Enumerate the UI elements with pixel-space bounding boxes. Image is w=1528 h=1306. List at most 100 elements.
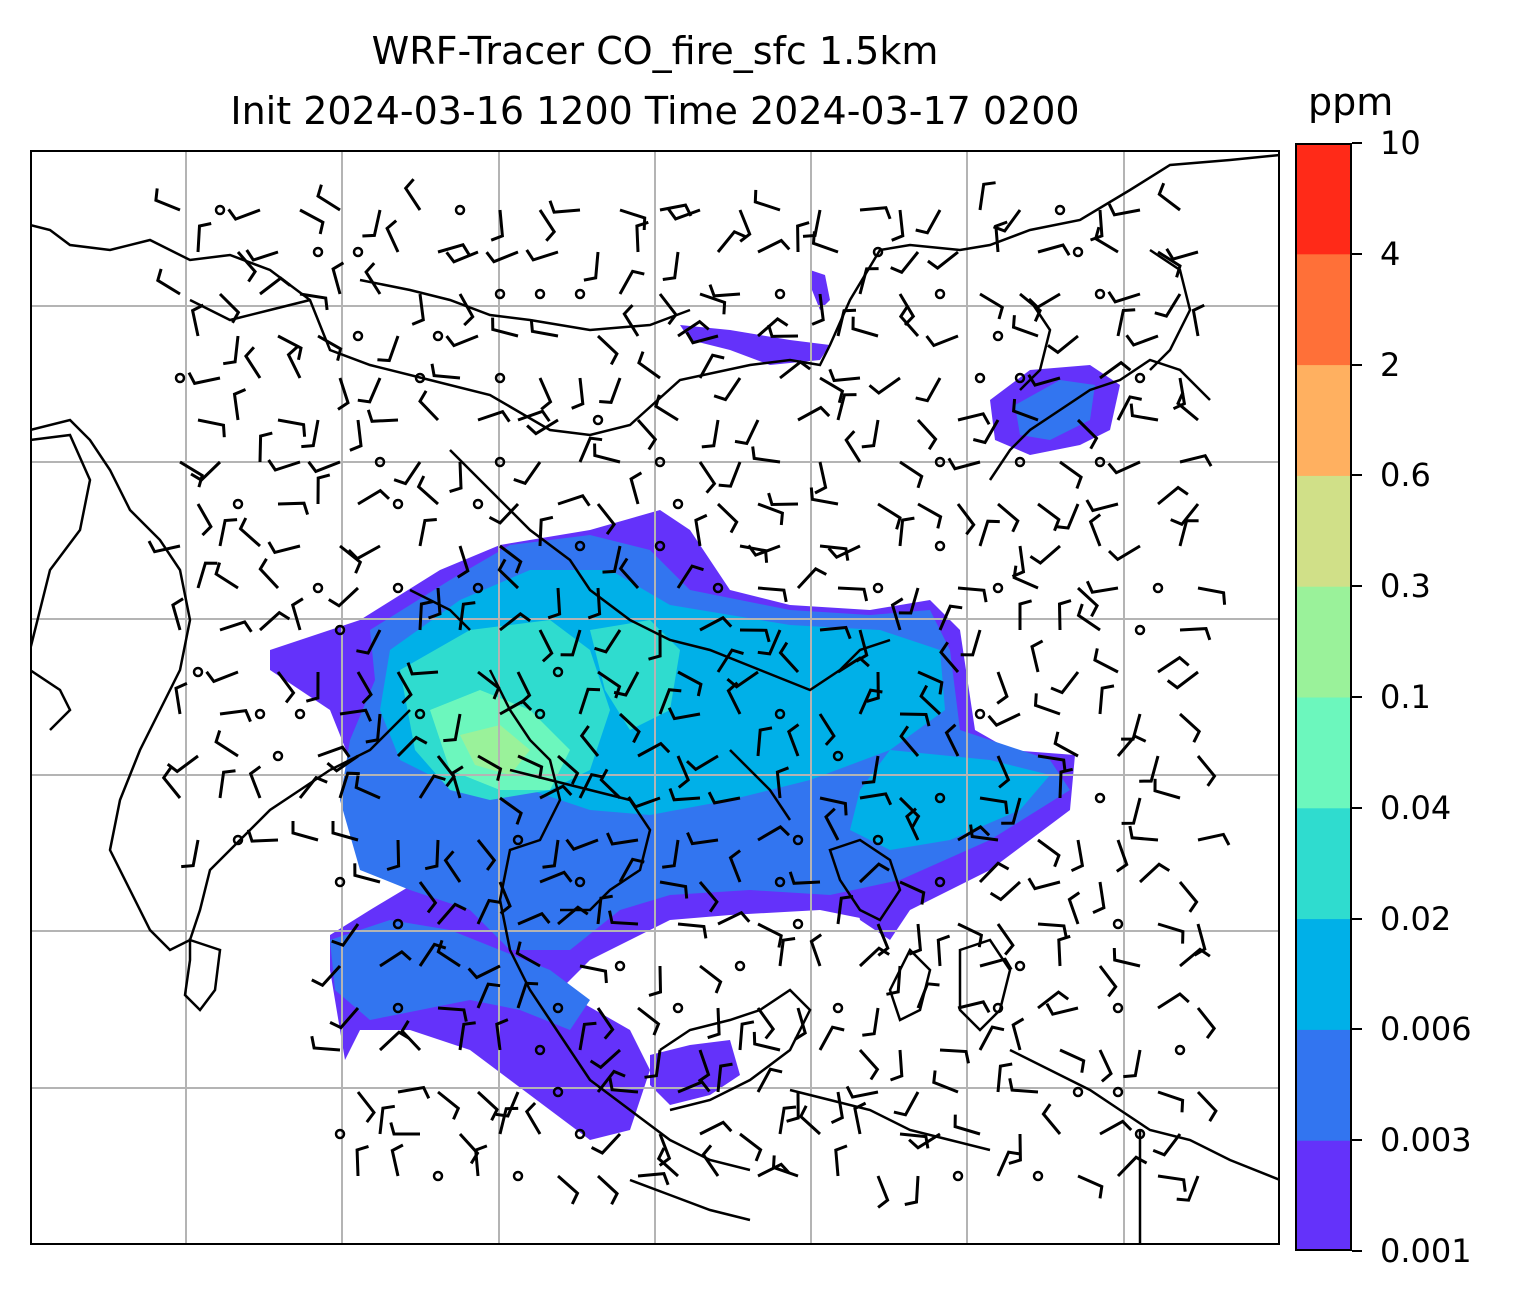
calm-wind-marker [312,246,324,258]
wind-barb [899,880,926,905]
calm-wind-marker [312,582,324,594]
wind-barb [593,443,621,464]
chart-title-line1: WRF-Tracer CO_fire_sfc 1.5km [371,29,939,73]
plume-level-5 [460,725,530,775]
wind-barb [658,293,678,326]
wind-barb [809,487,839,506]
wind-barb [259,276,292,296]
wind-barb [1165,248,1199,261]
wind-barb [397,1085,431,1099]
wind-barb [677,1080,711,1094]
wind-barb [354,775,381,800]
wind-barb [698,353,725,379]
wind-barb [898,796,921,828]
wind-barb [286,345,302,379]
wind-barb [1157,1090,1185,1113]
calm-wind-marker [392,498,404,510]
wind-barb [418,881,438,914]
wind-barb [898,293,916,327]
coastlines-and-borders [30,153,1280,1245]
wind-barb [637,1172,670,1186]
wind-barb [517,409,551,423]
wind-barb [932,1070,959,1094]
wind-barb [290,597,304,631]
wind-barb [917,670,944,695]
calm-wind-marker [534,708,546,720]
wind-barb [1112,947,1141,968]
wind-barb [476,1090,499,1121]
wind-barb [1059,460,1083,490]
wind-barb [905,807,920,841]
wind-barb [819,625,852,640]
wind-barb [430,363,461,380]
wind-barb [1037,838,1061,868]
wind-barb [488,502,520,525]
wind-barb [258,610,291,632]
calm-wind-marker [592,414,604,426]
wind-barb [1008,1078,1039,1094]
calm-wind-marker [832,1002,844,1014]
calm-wind-marker [614,960,626,972]
wind-barb [317,334,343,361]
wind-barb [1178,712,1202,743]
wind-barb [699,1120,733,1136]
wind-barb [662,251,680,281]
wind-barb [1037,243,1071,256]
wind-barb [356,671,373,705]
wind-barb [836,393,857,421]
wind-barb [474,1144,488,1177]
wind-barb [788,871,821,885]
wind-barb [437,243,471,256]
wind-barb [814,461,828,495]
wind-barb [830,1091,844,1125]
wind-barb [676,564,704,589]
wind-barb [798,1105,822,1136]
wind-barb [307,460,341,474]
calm-wind-marker [1014,372,1026,384]
wind-barb [972,419,1000,445]
wind-barb [596,1069,626,1093]
wind-barb [222,335,240,366]
colorbar-swatch [1295,807,1352,920]
wind-barb [596,334,619,366]
wind-barb [298,775,328,799]
wind-barb [339,708,372,722]
wind-barb [316,473,331,505]
wind-barb [539,870,573,884]
wind-barb [859,792,893,806]
wind-barb [834,1144,848,1177]
wind-barb [1139,755,1160,783]
wind-barb [767,492,799,507]
calm-wind-marker [774,708,786,720]
colorbar-frame [1295,143,1352,1251]
wind-barb [919,684,942,716]
wind-barb [756,726,773,757]
wind-barb [171,597,184,631]
wind-barb [1001,797,1022,825]
wind-barb [418,518,437,547]
wind-barb [861,419,880,449]
wind-barb [1116,395,1143,421]
wind-barb [258,558,280,590]
wind-barb [349,419,363,452]
wind-barb [753,189,781,212]
wind-barb [316,184,341,212]
colorbar-tick-mark [1352,1028,1362,1031]
calm-wind-marker [1094,792,1106,804]
wind-barb [1098,965,1118,998]
wind-barb [339,544,363,574]
wind-barb [778,937,796,967]
wind-barb [214,730,239,758]
wind-barb [337,377,350,411]
wind-barb [238,517,261,548]
wind-barb [978,861,1010,884]
wind-barb [618,712,641,744]
wind-barb [1030,639,1044,673]
wind-barb [728,849,742,883]
calm-wind-marker [654,540,666,552]
wind-barb [796,567,827,590]
wind-barb [267,459,301,472]
wind-barb [197,418,226,438]
wind-barb [499,699,533,716]
calm-wind-marker [672,498,684,510]
